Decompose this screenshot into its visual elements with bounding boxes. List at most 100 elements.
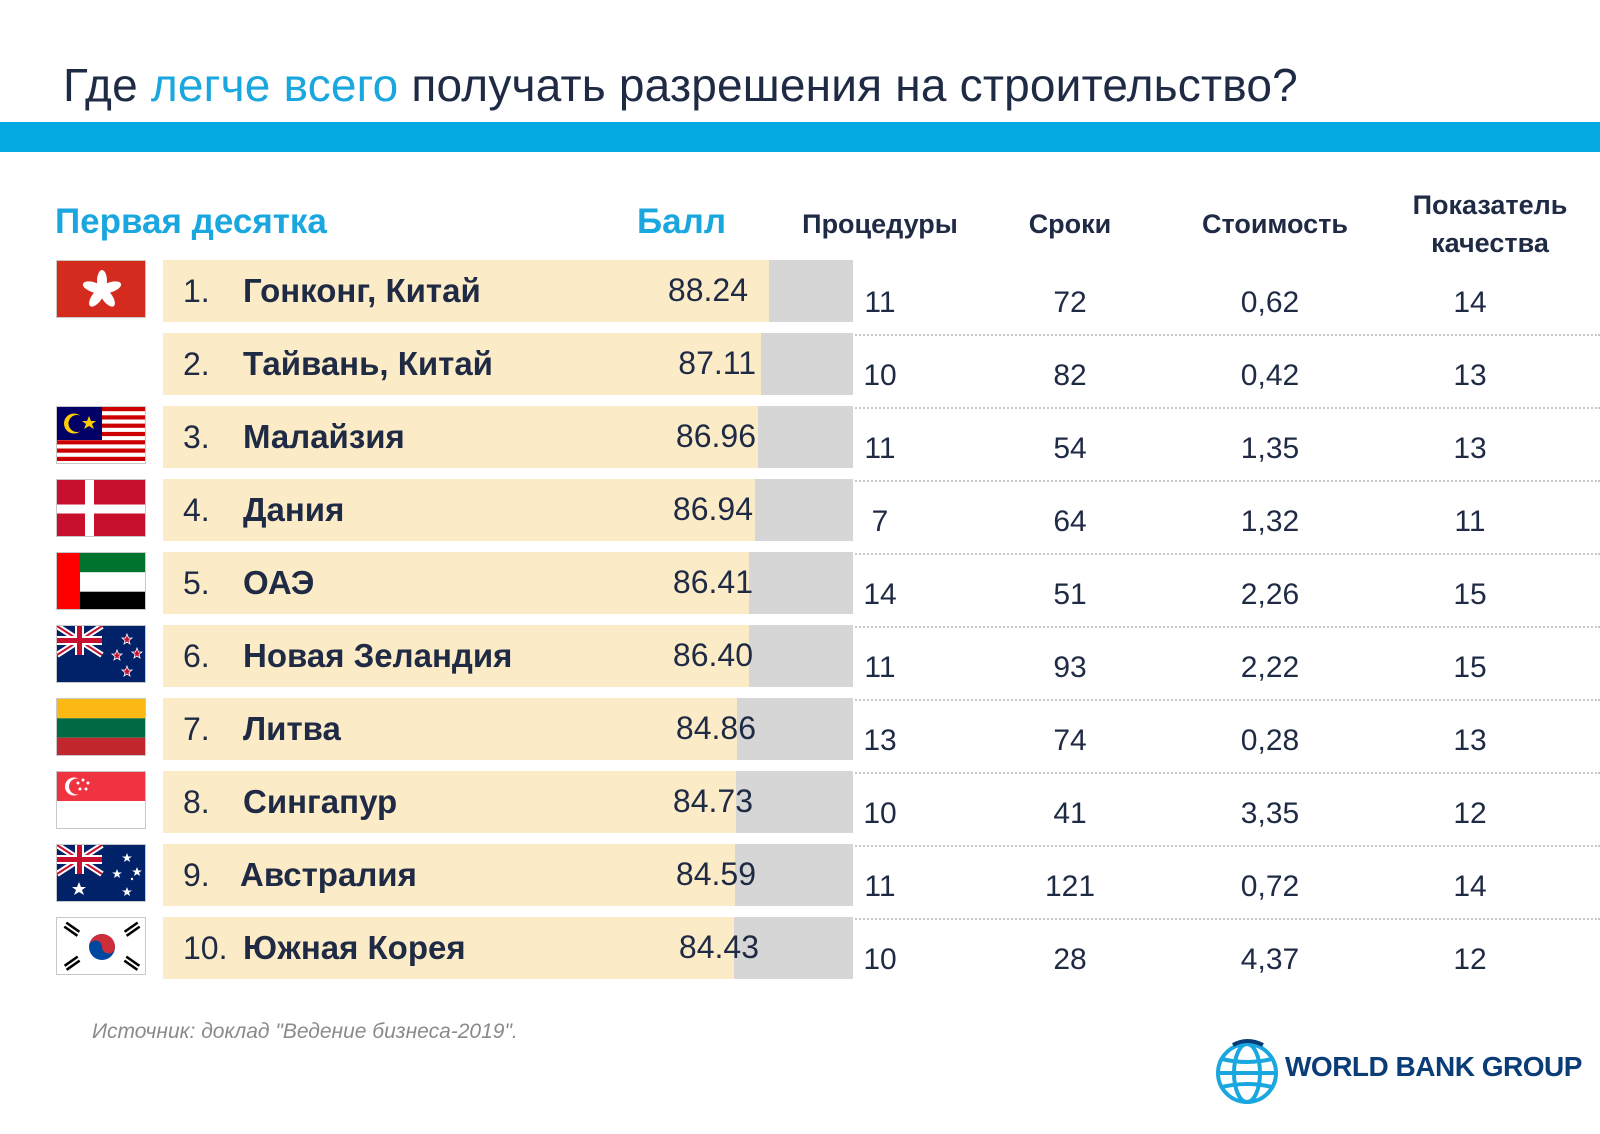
row-divider [800,626,1600,628]
south-korea-flag-icon [56,917,146,975]
procedures-value: 13 [863,724,897,757]
procedures-value: 10 [863,943,897,976]
header-cost: Стоимость [1201,209,1349,239]
score-bar [163,917,853,979]
row-divider [800,480,1600,482]
cost-value: 0,62 [1240,286,1300,319]
quality-value: 13 [1453,432,1487,465]
score-bar [163,333,853,395]
score-bar [163,406,853,468]
cost-value: 0,42 [1240,359,1300,392]
time-value: 64 [1053,505,1087,538]
header-quality: Показатель качества [1400,186,1580,262]
source-note: Источник: доклад "Ведение бизнеса-2019". [92,1020,518,1043]
procedures-value: 11 [864,286,896,319]
row-divider [800,407,1600,409]
world-bank-logo: WORLD BANK GROUP [1213,1035,1582,1107]
procedures-value: 11 [864,651,896,684]
country-name: ОАЭ [243,564,315,601]
country-name: Южная Корея [243,929,466,966]
quality-value: 14 [1453,286,1487,319]
time-value: 54 [1053,432,1087,465]
country-name: Дания [243,491,345,528]
quality-value: 12 [1453,943,1487,976]
table-row: 4. Дания 86.94 7 64 1,32 11 [0,479,1600,555]
score-bar [163,260,853,322]
row-divider [800,772,1600,774]
score-value: 87.11 [678,345,756,381]
rank: 7. [183,711,210,747]
procedures-value: 11 [864,432,896,465]
score-bar-fill [163,844,735,906]
table-row: 6. Новая Зеландия 86.40 11 93 2,22 15 [0,625,1600,701]
rank: 4. [183,492,210,528]
quality-value: 15 [1453,578,1487,611]
header-quality-line2: качества [1431,228,1549,258]
table-row: 10. Южная Корея 84.43 10 28 4,37 12 [0,917,1600,991]
rank: 5. [183,565,210,601]
hong-kong-flag-icon [56,260,146,318]
score-value: 84.43 [678,929,759,965]
table-row: 1. Гонконг, Китай 88.24 11 72 0,62 14 [0,260,1600,336]
rank: 3. [183,419,210,455]
score-bar-fill [163,333,761,395]
row-divider [800,918,1600,920]
header-band [0,122,1600,152]
header-top10: Первая десятка [55,202,327,241]
time-value: 51 [1053,578,1087,611]
country-name: Австралия [240,856,417,893]
time-value: 41 [1053,797,1087,830]
cost-value: 0,28 [1240,724,1300,757]
score-bar [163,479,853,541]
cost-value: 2,22 [1240,651,1300,684]
malaysia-flag-icon [56,406,146,464]
score-bar-fill [163,771,736,833]
score-bar-fill [163,917,734,979]
procedures-value: 11 [864,870,896,903]
quality-value: 13 [1453,724,1487,757]
time-value: 72 [1053,286,1087,319]
row-divider [800,699,1600,701]
score-value: 86.94 [672,491,753,527]
time-value: 93 [1053,651,1087,684]
title-highlight: легче всего [150,59,399,111]
quality-value: 14 [1453,870,1487,903]
quality-value: 15 [1453,651,1487,684]
score-bar-fill [163,698,737,760]
row-divider [800,334,1600,336]
score-bar-fill [163,406,758,468]
rank: 6. [183,638,210,674]
quality-value: 12 [1453,797,1487,830]
time-value: 121 [1044,870,1096,903]
lithuania-flag-icon [56,698,146,756]
table-row: 9. Австралия 84.59 11 121 0,72 14 [0,844,1600,920]
score-bar [163,625,853,687]
time-value: 82 [1053,359,1087,392]
score-value: 84.59 [675,856,756,892]
score-bar [163,844,853,906]
cost-value: 0,72 [1240,870,1300,903]
singapore-flag-icon [56,771,146,829]
quality-value: 11 [1454,505,1486,538]
header-quality-line1: Показатель [1412,190,1568,220]
rank: 8. [183,784,210,820]
rank: 10. [183,930,228,966]
country-name: Литва [243,710,341,747]
score-value: 88.24 [667,272,748,308]
row-divider [800,553,1600,555]
table-row: 3. Малайзия 86.96 11 54 1,35 13 [0,406,1600,482]
country-name: Сингапур [243,783,398,820]
procedures-value: 14 [863,578,897,611]
score-bar-fill [163,260,769,322]
score-bar-fill [163,625,749,687]
header-time: Сроки [1028,209,1112,239]
table-row: 8. Сингапур 84.73 10 41 3,35 12 [0,771,1600,847]
country-name: Тайвань, Китай [243,345,493,382]
table-row: 2. Тайвань, Китай 87.11 10 82 0,42 13 [0,333,1600,409]
table-row: 5. ОАЭ 86.41 14 51 2,26 15 [0,552,1600,628]
time-value: 28 [1053,943,1087,976]
score-bar-fill [163,552,749,614]
cost-value: 4,37 [1240,943,1300,976]
header-score: Балл [637,202,727,241]
procedures-value: 10 [863,797,897,830]
